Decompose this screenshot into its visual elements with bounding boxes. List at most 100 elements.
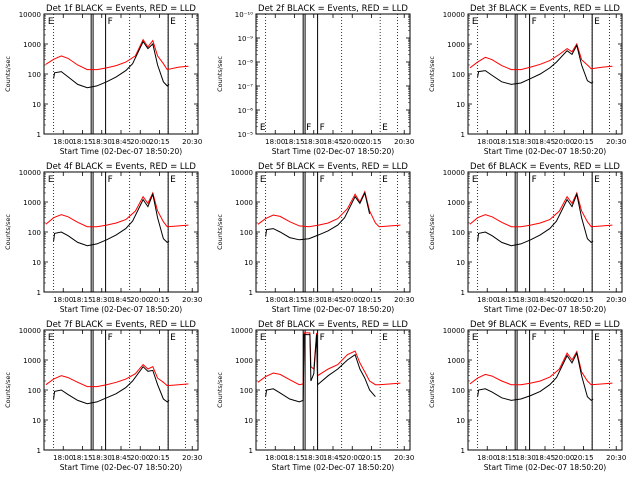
lld-series-line xyxy=(469,350,613,386)
y-tick-label: 10000 xyxy=(443,169,465,177)
x-tick-label: 18:15 xyxy=(72,296,92,304)
y-tick-label: 1000 xyxy=(23,357,41,365)
x-tick-label: 20:15 xyxy=(573,454,593,462)
y-tick-label: 10 xyxy=(32,417,41,425)
y-tick-label: 10⁻⁹ xyxy=(238,35,254,43)
x-tick-label: 20:00 xyxy=(130,454,150,462)
y-tick-label: 10000 xyxy=(443,327,465,335)
flag-letter: E xyxy=(594,17,600,27)
x-tick-label: 18:30 xyxy=(304,296,324,304)
x-axis-label: Start Time (02-Dec-07 18:50:20) xyxy=(272,147,394,156)
x-axis-label: Start Time (02-Dec-07 18:50:20) xyxy=(60,305,182,314)
x-tick-label: 18:30 xyxy=(304,138,324,146)
x-tick-label: 18:45 xyxy=(323,454,343,462)
y-tick-label: 10000 xyxy=(19,327,41,335)
x-tick-label: 18:45 xyxy=(111,454,131,462)
y-tick-label: 1000 xyxy=(447,199,465,207)
flag-letter: E xyxy=(260,175,266,185)
y-tick-label: 100 xyxy=(28,71,41,79)
flag-letter: E xyxy=(260,333,266,343)
y-tick-label: 10000 xyxy=(231,169,253,177)
y-tick-label: 1 xyxy=(249,289,253,297)
flag-letter: F xyxy=(532,17,537,27)
y-tick-label: 1000 xyxy=(23,41,41,49)
flag-letter: E xyxy=(382,333,388,343)
y-tick-label: 10000 xyxy=(231,327,253,335)
x-tick-label: 18:00 xyxy=(265,454,285,462)
plot-frame xyxy=(43,329,199,451)
y-tick-label: 10 xyxy=(32,259,41,267)
x-tick-label: 20:15 xyxy=(149,138,169,146)
events-series-line xyxy=(477,351,594,402)
chart-panel-4: Det 4f BLACK = Events, RED = LLD Counts/s… xyxy=(4,162,202,314)
flag-letter: F xyxy=(306,123,311,133)
x-tick-label: 18:45 xyxy=(535,296,555,304)
x-tick-label: 18:15 xyxy=(72,138,92,146)
y-tick-label: 100 xyxy=(452,387,465,395)
flag-letter: E xyxy=(594,175,600,185)
x-tick-label: 20:15 xyxy=(149,296,169,304)
y-axis-label: Counts/sec xyxy=(216,214,224,250)
chart-title: Det 7f BLACK = Events, RED = LLD xyxy=(46,320,196,330)
x-axis-label: Start Time (02-Dec-07 18:50:20) xyxy=(272,305,394,314)
x-tick-label: 18:00 xyxy=(477,296,497,304)
events-series-line xyxy=(53,40,170,89)
events-series-line xyxy=(53,192,170,247)
y-tick-label: 100 xyxy=(28,387,41,395)
events-series-line xyxy=(265,334,376,403)
x-tick-label: 20:30 xyxy=(182,296,202,304)
chart-title: Det 4f BLACK = Events, RED = LLD xyxy=(46,162,196,172)
flag-letter: E xyxy=(48,175,54,185)
x-tick-label: 18:15 xyxy=(496,296,516,304)
chart-panel-3: Det 3f BLACK = Events, RED = LLD Counts/s… xyxy=(428,4,626,156)
y-axis-label: Counts/sec xyxy=(4,372,12,408)
plot-frame xyxy=(467,13,623,135)
flag-letter: F xyxy=(320,123,325,133)
x-tick-label: 18:45 xyxy=(111,296,131,304)
chart-title: Det 8f BLACK = Events, RED = LLD xyxy=(258,320,408,330)
y-tick-label: 10 xyxy=(244,417,253,425)
x-axis-label: Start Time (02-Dec-07 18:50:20) xyxy=(484,147,606,156)
y-tick-label: 1000 xyxy=(235,357,253,365)
y-tick-label: 100 xyxy=(240,387,253,395)
x-tick-label: 18:15 xyxy=(496,454,516,462)
chart-title: Det 3f BLACK = Events, RED = LLD xyxy=(470,4,620,14)
x-tick-label: 18:30 xyxy=(92,138,112,146)
x-tick-label: 18:15 xyxy=(72,454,92,462)
y-axis-label: Counts/sec xyxy=(428,56,436,92)
flag-letter: E xyxy=(594,333,600,343)
x-tick-label: 20:30 xyxy=(606,296,626,304)
x-tick-label: 18:45 xyxy=(535,138,555,146)
x-tick-label: 18:00 xyxy=(53,454,73,462)
y-tick-label: 10⁻⁸ xyxy=(238,59,254,67)
x-tick-label: 20:00 xyxy=(554,454,574,462)
y-tick-label: 1 xyxy=(249,447,253,455)
chart-panel-9: Det 9f BLACK = Events, RED = LLD Counts/s… xyxy=(428,320,626,472)
x-tick-label: 20:00 xyxy=(554,296,574,304)
plot-frame xyxy=(255,13,411,135)
y-tick-label: 1000 xyxy=(235,199,253,207)
x-tick-label: 20:00 xyxy=(342,296,362,304)
flag-letter: E xyxy=(472,333,478,343)
x-axis-label: Start Time (02-Dec-07 18:50:20) xyxy=(60,463,182,472)
y-axis-label: Counts/sec xyxy=(428,372,436,408)
flag-letter: E xyxy=(472,17,478,27)
chart-title: Det 1f BLACK = Events, RED = LLD xyxy=(46,4,196,14)
events-series-line xyxy=(477,192,594,247)
chart-panel-8: Det 8f BLACK = Events, RED = LLD Counts/s… xyxy=(216,320,414,472)
x-axis-label: Start Time (02-Dec-07 18:50:20) xyxy=(60,147,182,156)
flag-letter: E xyxy=(48,333,54,343)
events-series-line xyxy=(53,365,170,405)
y-axis-label: Counts/sec xyxy=(4,56,12,92)
y-tick-label: 10 xyxy=(244,259,253,267)
flag-letter: F xyxy=(532,175,537,185)
flag-letter: E xyxy=(170,333,176,343)
x-tick-label: 18:45 xyxy=(111,138,131,146)
flag-letter: E xyxy=(170,175,176,185)
lld-series-line xyxy=(469,42,613,71)
x-axis-label: Start Time (02-Dec-07 18:50:20) xyxy=(484,305,606,314)
flag-letter: E xyxy=(48,17,54,27)
y-tick-label: 1 xyxy=(37,289,41,297)
x-tick-label: 20:30 xyxy=(606,138,626,146)
